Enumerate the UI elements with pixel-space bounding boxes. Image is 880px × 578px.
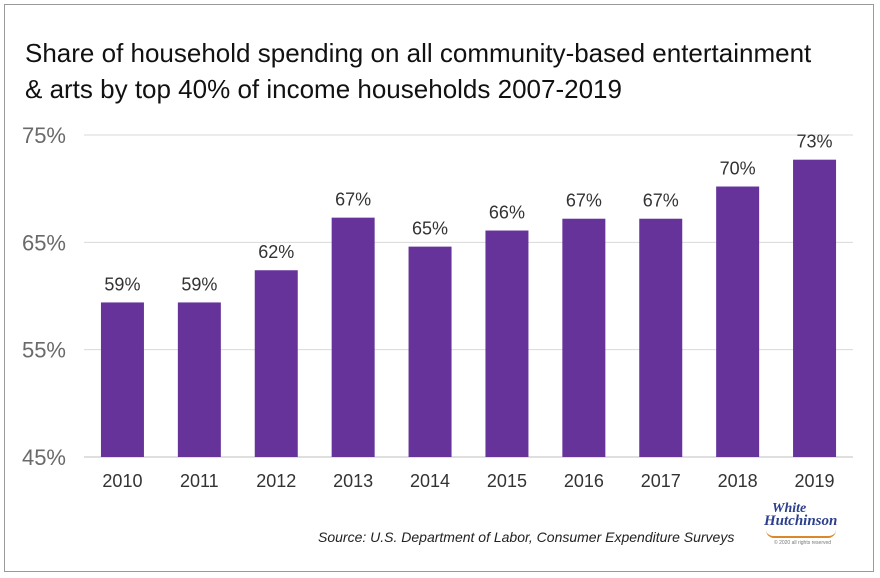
bar-2010 <box>100 302 144 457</box>
y-tick-label-65: 65% <box>22 230 66 255</box>
bar-2018 <box>716 186 760 457</box>
bar-2019 <box>793 159 837 458</box>
x-tick-label-2013: 2013 <box>333 471 373 491</box>
x-tick-label-2011: 2011 <box>180 471 219 491</box>
bar-2017 <box>639 218 683 457</box>
data-label-2014: 65% <box>412 219 448 239</box>
data-label-2011: 59% <box>181 274 217 294</box>
chart-title-line-2: & arts by top 40% of income households 2… <box>25 74 622 104</box>
x-tick-label-2018: 2018 <box>718 471 758 491</box>
y-tick-label-45: 45% <box>22 445 66 470</box>
x-tick-label-2014: 2014 <box>410 471 450 491</box>
data-label-2010: 59% <box>104 274 140 294</box>
logo-line-2: Hutchinson <box>764 513 838 529</box>
logo-line-1: White <box>772 501 807 516</box>
x-tick-label-2017: 2017 <box>641 471 681 491</box>
bar-2014 <box>408 246 452 457</box>
data-label-2013: 67% <box>335 190 371 210</box>
x-tick-label-2019: 2019 <box>795 471 835 491</box>
data-label-2018: 70% <box>720 159 756 179</box>
data-label-2015: 66% <box>489 203 525 223</box>
bar-2012 <box>254 270 298 457</box>
data-label-2019: 73% <box>797 132 833 152</box>
x-tick-label-2010: 2010 <box>102 471 142 491</box>
x-tick-label-2016: 2016 <box>564 471 604 491</box>
chart-title: Share of household spending on all commu… <box>25 35 845 107</box>
data-label-2012: 62% <box>258 242 294 262</box>
logo-swoosh-icon <box>766 530 836 538</box>
white-hutchinson-logo: White Hutchinson © 2020 all rights reser… <box>758 502 850 552</box>
bar-2015 <box>485 230 529 457</box>
x-tick-label-2015: 2015 <box>487 471 527 491</box>
y-tick-label-55: 55% <box>22 338 66 363</box>
x-tick-label-2012: 2012 <box>256 471 296 491</box>
logo-copyright: © 2020 all rights reserved <box>774 540 832 546</box>
bar-2013 <box>331 217 375 457</box>
source-note: Source: U.S. Department of Labor, Consum… <box>318 529 735 545</box>
data-label-2016: 67% <box>566 191 602 211</box>
bar-2016 <box>562 218 606 457</box>
bar-2011 <box>177 302 221 457</box>
data-label-2017: 67% <box>643 191 679 211</box>
y-tick-label-75: 75% <box>22 123 66 148</box>
chart-title-line-1: Share of household spending on all commu… <box>25 38 812 68</box>
